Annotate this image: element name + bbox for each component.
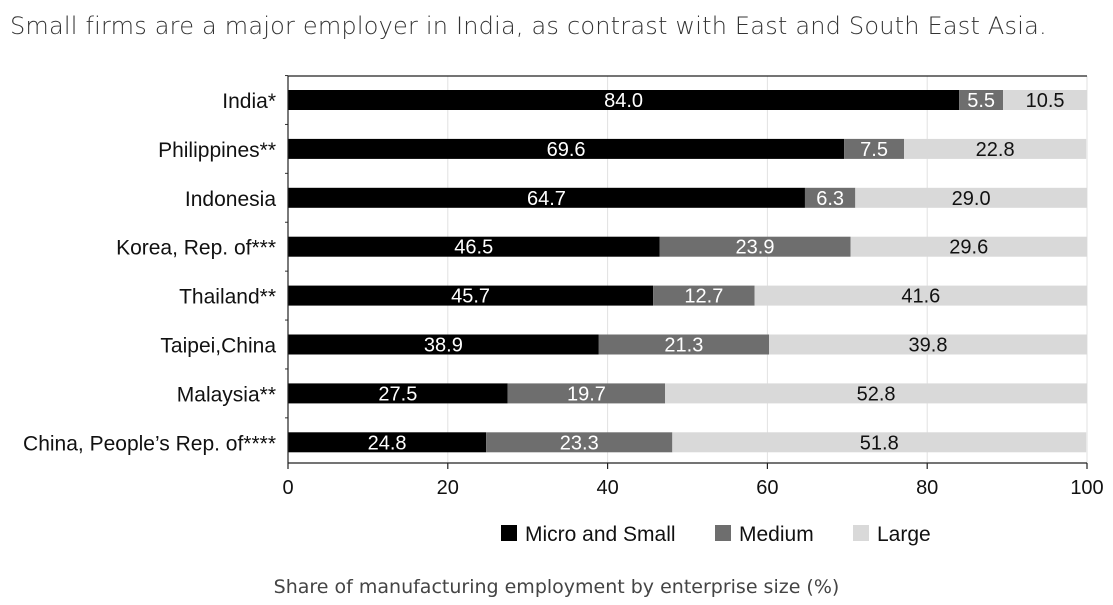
category-label: Malaysia** [177,383,276,406]
bar-segment [288,236,660,257]
bars: 84.0 5.5 10.5 69.6 7.5 22.8 64.7 6.3 29.0 46.5 23.… [288,90,1087,454]
data-label: 19.7 [567,383,606,405]
bar-segment [904,138,1087,159]
chart-caption: Share of manufacturing employment by ent… [273,576,840,598]
bar-segment [754,285,1087,306]
bar-segment [768,334,1087,355]
data-label: 5.5 [967,90,995,112]
data-label: 27.5 [378,383,417,405]
x-tick-label: 60 [756,477,778,499]
x-tick-label: 40 [596,477,618,499]
data-label: 22.8 [976,139,1015,161]
page-title: Small firms are a major employer in Indi… [10,12,1047,40]
data-label: 41.6 [901,286,940,308]
category-label: India* [222,90,276,113]
legend-label: Medium [739,523,814,546]
legend-swatch [853,525,869,541]
bar-segment [855,187,1087,208]
x-tick-label: 100 [1070,477,1103,499]
category-label: Taipei,China [160,335,276,358]
bar-segment [844,138,905,159]
data-label: 23.3 [560,432,599,454]
category-label: China, People’s Rep. of**** [23,432,276,455]
data-label: 51.8 [860,432,899,454]
bar-segment [288,187,805,208]
legend-label: Micro and Small [525,523,676,546]
bar-segment [507,383,666,404]
bar-segment [804,187,856,208]
x-tick-label: 20 [437,477,459,499]
bar-segment [288,334,599,355]
legend: Micro and Small Medium Large [501,523,931,546]
legend-label: Large [877,523,931,546]
bar-segment [959,90,1004,110]
data-label: 39.8 [909,335,948,357]
bar-segment [598,334,769,355]
bar-segment [288,285,654,306]
axes: India* Philippines** Indonesia Korea, Rep. … [23,75,1104,499]
category-label: Korea, Rep. of*** [116,237,276,260]
data-label: 12.7 [684,286,723,308]
bar-segment [288,383,508,404]
bar-segment [653,285,755,306]
bar-segment [672,432,1087,453]
bar-segment [288,432,487,453]
bar-segment [659,236,851,257]
data-label: 38.9 [424,335,463,357]
data-label: 6.3 [816,188,844,210]
data-label: 46.5 [454,237,493,259]
data-label: 45.7 [451,286,490,308]
bar-segment [850,236,1087,257]
category-label: Thailand** [179,286,276,309]
data-label: 29.0 [952,188,991,210]
legend-swatch [501,525,517,541]
x-tick-label: 80 [916,477,938,499]
bar-segment [288,90,960,110]
data-label: 23.9 [736,237,775,259]
category-label: Indonesia [185,188,276,211]
data-label: 29.6 [949,237,988,259]
bar-segment [486,432,673,453]
data-label: 21.3 [664,335,703,357]
gridlines [447,76,1088,463]
data-label: 84.0 [604,90,643,112]
data-label: 69.6 [547,139,586,161]
data-label: 64.7 [527,188,566,210]
data-label: 24.8 [368,432,407,454]
stacked-bar-chart: 84.0 5.5 10.5 69.6 7.5 22.8 64.7 6.3 29.0 46.5 23.… [23,75,1104,546]
bar-segment [665,383,1087,404]
data-label: 52.8 [857,383,896,405]
legend-swatch [715,525,731,541]
x-tick-label: 0 [282,477,293,499]
bar-segment [1003,90,1087,110]
data-label: 7.5 [860,139,888,161]
bar-segment [288,138,845,159]
category-label: Philippines** [158,139,276,162]
data-label: 10.5 [1026,90,1065,112]
